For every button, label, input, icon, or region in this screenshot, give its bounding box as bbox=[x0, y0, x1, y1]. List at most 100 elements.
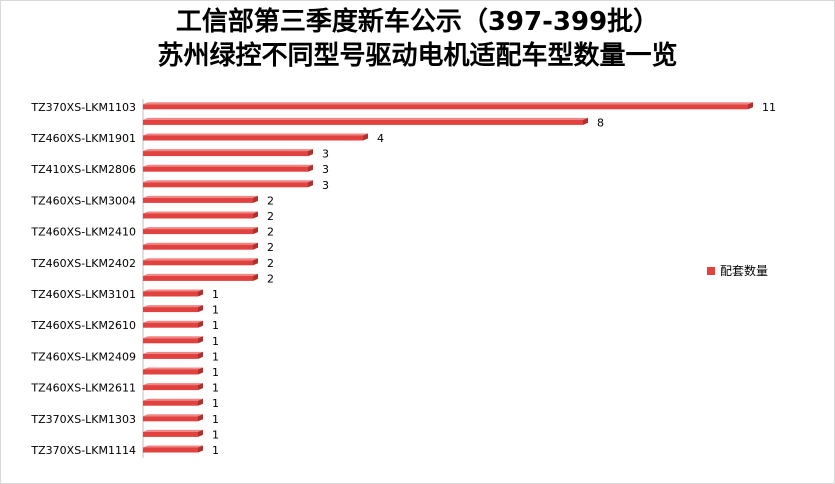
bar bbox=[143, 260, 253, 266]
bar-top-face bbox=[143, 383, 203, 386]
data-label: 2 bbox=[267, 226, 274, 239]
data-label: 1 bbox=[212, 319, 219, 332]
bar-side-face bbox=[198, 305, 203, 313]
bar-top-face bbox=[143, 180, 313, 183]
bar-top-face bbox=[143, 242, 258, 245]
bar bbox=[143, 307, 198, 313]
bar-top-face bbox=[143, 195, 258, 198]
data-label: 1 bbox=[212, 413, 219, 426]
data-label: 2 bbox=[267, 194, 274, 207]
bar-top-face bbox=[143, 398, 203, 401]
bar-top-face bbox=[143, 429, 203, 432]
category-tick-label: TZ460XS-LKM2402 bbox=[30, 257, 136, 270]
data-label: 2 bbox=[267, 272, 274, 285]
category-tick-label: TZ460XS-LKM3004 bbox=[30, 194, 136, 207]
data-label: 2 bbox=[267, 241, 274, 254]
bar-side-face bbox=[198, 429, 203, 437]
category-tick-label: TZ410XS-LKM2806 bbox=[30, 163, 136, 176]
bar-side-face bbox=[198, 336, 203, 344]
bar-side-face bbox=[198, 414, 203, 422]
bar-top-face bbox=[143, 164, 313, 167]
data-label: 1 bbox=[212, 350, 219, 363]
data-label: 4 bbox=[377, 132, 384, 145]
bar bbox=[143, 275, 253, 281]
bar bbox=[143, 338, 198, 344]
bar bbox=[143, 135, 363, 141]
bar-side-face bbox=[198, 445, 203, 453]
bar-top-face bbox=[143, 273, 258, 276]
bar-side-face bbox=[253, 227, 258, 235]
bar-top-face bbox=[143, 289, 203, 292]
bar-top-face bbox=[143, 211, 258, 214]
bar-side-face bbox=[363, 133, 368, 141]
chart-title-line1: 工信部第三季度新车公示（397-399批） bbox=[175, 7, 660, 37]
bar-side-face bbox=[198, 398, 203, 406]
bar-top-face bbox=[143, 117, 588, 120]
legend-swatch bbox=[707, 266, 715, 275]
legend: 配套数量 bbox=[707, 262, 768, 279]
bar-side-face bbox=[198, 367, 203, 375]
data-label: 2 bbox=[267, 257, 274, 270]
bar-side-face bbox=[583, 117, 588, 125]
chart-title-line2: 苏州绿控不同型号驱动电机适配车型数量一览 bbox=[157, 41, 678, 71]
bar bbox=[143, 416, 198, 422]
bar-side-face bbox=[198, 351, 203, 359]
bar-side-face bbox=[198, 289, 203, 297]
bar-top-face bbox=[143, 305, 203, 308]
data-label: 1 bbox=[212, 444, 219, 457]
bar bbox=[143, 182, 308, 188]
bar-side-face bbox=[308, 180, 313, 188]
bar bbox=[143, 447, 198, 453]
bar bbox=[143, 197, 253, 203]
data-label: 1 bbox=[212, 382, 219, 395]
data-label: 3 bbox=[322, 148, 329, 161]
category-tick-label: TZ370XS-LKM1103 bbox=[30, 101, 136, 114]
category-tick-label: TZ460XS-LKM2611 bbox=[30, 382, 136, 395]
bar-side-face bbox=[253, 242, 258, 250]
bar-top-face bbox=[143, 149, 313, 152]
category-tick-label: TZ460XS-LKM2610 bbox=[30, 319, 136, 332]
category-tick-label: TZ370XS-LKM1114 bbox=[30, 444, 136, 457]
category-tick-label: TZ460XS-LKM2410 bbox=[30, 226, 136, 239]
bar bbox=[143, 229, 253, 235]
bar-side-face bbox=[253, 211, 258, 219]
bar-side-face bbox=[308, 149, 313, 157]
bar-top-face bbox=[143, 414, 203, 417]
bar-side-face bbox=[748, 102, 753, 110]
data-label: 1 bbox=[212, 428, 219, 441]
data-label: 1 bbox=[212, 304, 219, 317]
bar bbox=[143, 244, 253, 250]
data-label: 1 bbox=[212, 397, 219, 410]
category-tick-label: TZ460XS-LKM3101 bbox=[30, 288, 136, 301]
data-label: 3 bbox=[322, 179, 329, 192]
data-label: 2 bbox=[267, 210, 274, 223]
bar-side-face bbox=[253, 195, 258, 203]
bar bbox=[143, 369, 198, 375]
bar-top-face bbox=[143, 102, 753, 105]
bar bbox=[143, 431, 198, 437]
bar bbox=[143, 166, 308, 172]
data-label: 1 bbox=[212, 366, 219, 379]
bar bbox=[143, 400, 198, 406]
bar-top-face bbox=[143, 336, 203, 339]
category-tick-label: TZ460XS-LKM1901 bbox=[30, 132, 136, 145]
bar bbox=[143, 353, 198, 359]
bar-top-face bbox=[143, 351, 203, 354]
bar bbox=[143, 322, 198, 328]
data-label: 1 bbox=[212, 288, 219, 301]
bar bbox=[143, 385, 198, 391]
bar-top-face bbox=[143, 227, 258, 230]
bar-top-face bbox=[143, 445, 203, 448]
bar-side-face bbox=[198, 383, 203, 391]
bar bbox=[143, 104, 748, 110]
bar-side-face bbox=[198, 320, 203, 328]
bar bbox=[143, 291, 198, 297]
bar-top-face bbox=[143, 133, 368, 136]
data-label: 8 bbox=[597, 116, 604, 129]
bar-side-face bbox=[253, 273, 258, 281]
category-tick-label: TZ460XS-LKM2409 bbox=[30, 350, 136, 363]
bar-top-face bbox=[143, 320, 203, 323]
bar bbox=[143, 119, 583, 125]
